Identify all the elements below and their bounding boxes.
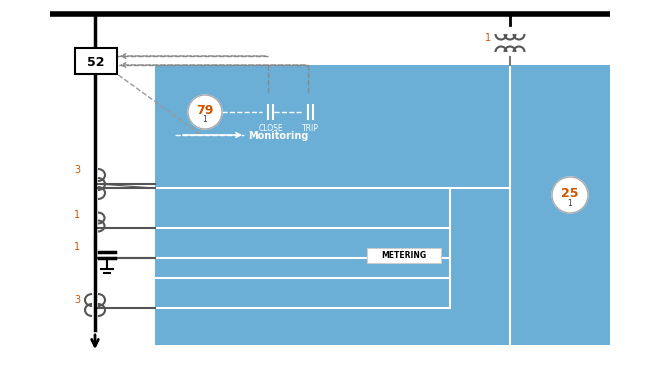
Text: 79: 79 (196, 104, 214, 117)
Text: GEK-119810A: GEK-119810A (571, 371, 608, 376)
Text: Monitoring: Monitoring (248, 131, 308, 141)
Bar (155, 65, 610, 345)
Text: 1: 1 (74, 242, 80, 252)
Circle shape (188, 95, 222, 129)
Text: CLOSE: CLOSE (259, 124, 283, 133)
Text: 3: 3 (74, 295, 80, 305)
Text: TRIP: TRIP (302, 124, 318, 133)
Text: 1: 1 (74, 210, 80, 220)
Circle shape (552, 177, 588, 213)
FancyBboxPatch shape (367, 248, 441, 263)
Text: 25: 25 (561, 186, 579, 199)
Bar (75, 48, 117, 74)
Text: 52: 52 (87, 55, 105, 68)
Text: Bay Controller and Monitoring System: Bay Controller and Monitoring System (219, 356, 448, 369)
Text: 1: 1 (485, 33, 491, 43)
Text: 1: 1 (203, 115, 207, 123)
Text: METERING: METERING (382, 251, 426, 259)
Text: C650: C650 (175, 353, 226, 371)
Text: 1: 1 (567, 199, 573, 207)
Text: 3: 3 (74, 165, 80, 175)
